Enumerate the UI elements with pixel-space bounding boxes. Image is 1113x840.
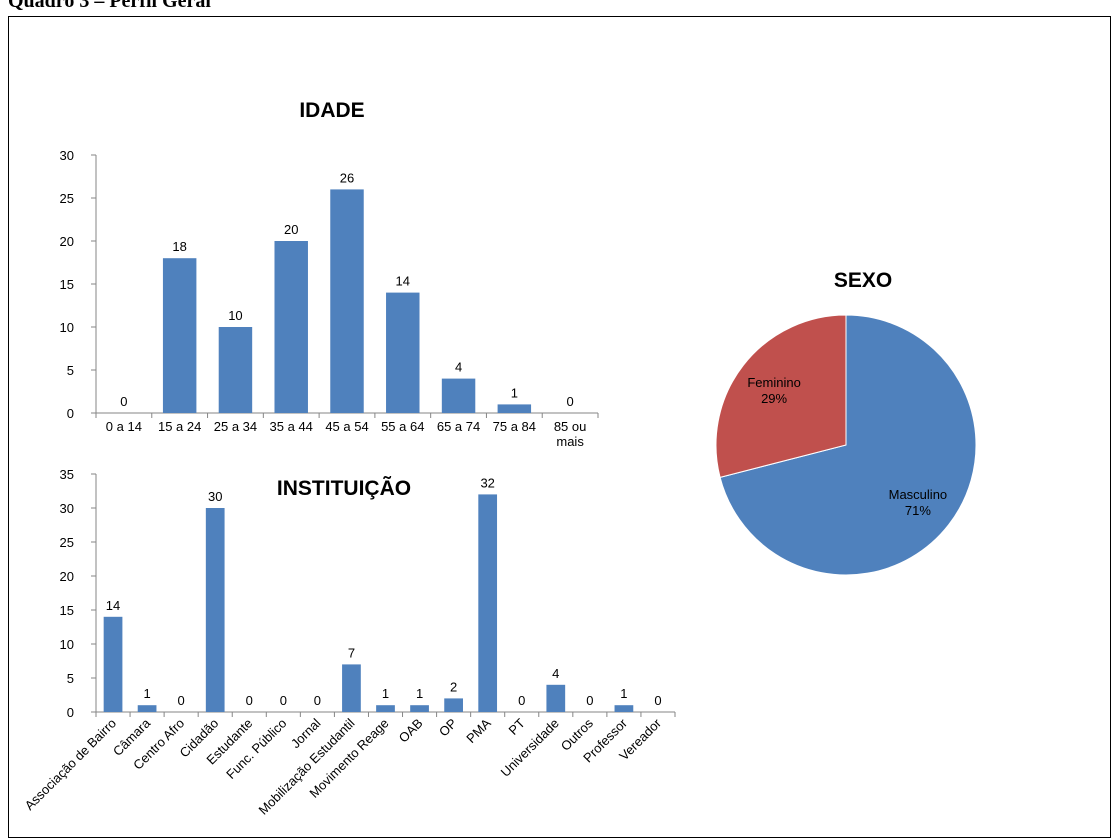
- instituicao-y-tick-label: 30: [60, 501, 74, 516]
- instituicao-y-tick-label: 15: [60, 603, 74, 618]
- idade-category-label: 55 a 64: [381, 419, 424, 434]
- idade-data-label: 18: [172, 239, 186, 254]
- idade-category-label: 65 a 74: [437, 419, 480, 434]
- instituicao-data-label: 7: [348, 645, 355, 660]
- instituicao-data-label: 0: [280, 693, 287, 708]
- instituicao-y-tick-label: 0: [67, 705, 74, 720]
- instituicao-data-label: 0: [586, 693, 593, 708]
- idade-bar-35-a-44: [274, 241, 308, 413]
- instituicao-data-label: 0: [246, 693, 253, 708]
- pie-percent-masculino: 71%: [905, 503, 931, 518]
- instituicao-category-label: OP: [436, 716, 460, 740]
- pie-percent-feminino: 29%: [761, 391, 787, 406]
- idade-bar-65-a-74: [441, 378, 476, 413]
- idade-data-label: 20: [284, 222, 298, 237]
- instituicao-bar-op: [444, 698, 463, 712]
- instituicao-y-tick-label: 5: [67, 671, 74, 686]
- instituicao-data-label: 2: [450, 679, 457, 694]
- pie-label-feminino: Feminino: [747, 375, 800, 390]
- idade-bar-75-a-84: [497, 404, 532, 413]
- instituicao-data-label: 32: [480, 475, 494, 490]
- idade-bar-15-a-24: [162, 258, 197, 413]
- instituicao-data-label: 0: [518, 693, 525, 708]
- figure-frame: [8, 16, 1111, 838]
- instituicao-category-label: PT: [505, 715, 527, 737]
- instituicao-bar-oab: [410, 705, 429, 712]
- instituicao-category-label: Associação de Bairro: [22, 716, 119, 813]
- idade-category-label: 0 a 14: [106, 419, 142, 434]
- idade-y-tick-label: 0: [67, 406, 74, 421]
- instituicao-data-label: 0: [178, 693, 185, 708]
- idade-data-label: 14: [396, 274, 410, 289]
- idade-y-tick-label: 10: [60, 320, 74, 335]
- idade-chart-title: IDADE: [299, 99, 364, 122]
- instituicao-y-tick-label: 20: [60, 569, 74, 584]
- instituicao-bar-mobilizacao-estudantil: [342, 664, 361, 712]
- idade-bar-25-a-34: [218, 327, 253, 413]
- pie-slice-feminino: [715, 314, 847, 478]
- idade-category-label: 75 a 84: [493, 419, 536, 434]
- idade-data-label: 26: [340, 170, 354, 185]
- idade-data-label: 1: [511, 385, 518, 400]
- instituicao-bar-professor: [614, 705, 634, 712]
- instituicao-data-label: 0: [314, 693, 321, 708]
- idade-category-label: 45 a 54: [325, 419, 368, 434]
- pie-label-masculino: Masculino: [889, 487, 948, 502]
- idade-y-tick-label: 20: [60, 234, 74, 249]
- idade-y-tick-label: 5: [67, 363, 74, 378]
- instituicao-bar-camara: [137, 705, 157, 712]
- instituicao-category-label: PMA: [463, 715, 494, 746]
- instituicao-category-label: Func. Público: [223, 716, 289, 782]
- idade-y-tick-label: 25: [60, 191, 74, 206]
- instituicao-bar-movimento-reage: [376, 705, 395, 712]
- idade-category-label: 25 a 34: [214, 419, 257, 434]
- idade-category-label: 85 ou mais: [554, 419, 587, 449]
- instituicao-y-tick-label: 25: [60, 535, 74, 550]
- pie-slice-masculino: [719, 314, 977, 576]
- instituicao-bar-associacao-de-bairro: [103, 616, 123, 712]
- sexo-chart-title: SEXO: [834, 269, 892, 292]
- idade-category-label: 15 a 24: [158, 419, 201, 434]
- instituicao-bar-pma: [478, 494, 498, 712]
- idade-bar-55-a-64: [386, 292, 420, 413]
- idade-y-tick-label: 15: [60, 277, 74, 292]
- idade-y-tick-label: 30: [60, 148, 74, 163]
- instituicao-data-label: 0: [654, 693, 661, 708]
- page-heading: Quadro 3 – Perfil Geral: [8, 0, 211, 12]
- instituicao-bar-universidade: [546, 684, 566, 712]
- idade-data-label: 0: [120, 394, 127, 409]
- idade-data-label: 0: [566, 394, 573, 409]
- instituicao-data-label: 1: [382, 686, 389, 701]
- instituicao-data-label: 1: [143, 686, 150, 701]
- instituicao-data-label: 30: [208, 489, 222, 504]
- instituicao-data-label: 14: [106, 598, 120, 613]
- idade-data-label: 10: [228, 308, 242, 323]
- instituicao-bar-cidadao: [205, 508, 225, 712]
- instituicao-chart-title: INSTITUIÇÃO: [277, 477, 411, 500]
- instituicao-category-label: OAB: [396, 716, 426, 746]
- instituicao-data-label: 1: [416, 686, 423, 701]
- instituicao-y-tick-label: 35: [60, 467, 74, 482]
- idade-data-label: 4: [455, 360, 462, 375]
- idade-bar-45-a-54: [330, 189, 364, 413]
- instituicao-data-label: 1: [620, 686, 627, 701]
- instituicao-y-tick-label: 10: [60, 637, 74, 652]
- idade-category-label: 35 a 44: [270, 419, 313, 434]
- instituicao-data-label: 4: [552, 666, 559, 681]
